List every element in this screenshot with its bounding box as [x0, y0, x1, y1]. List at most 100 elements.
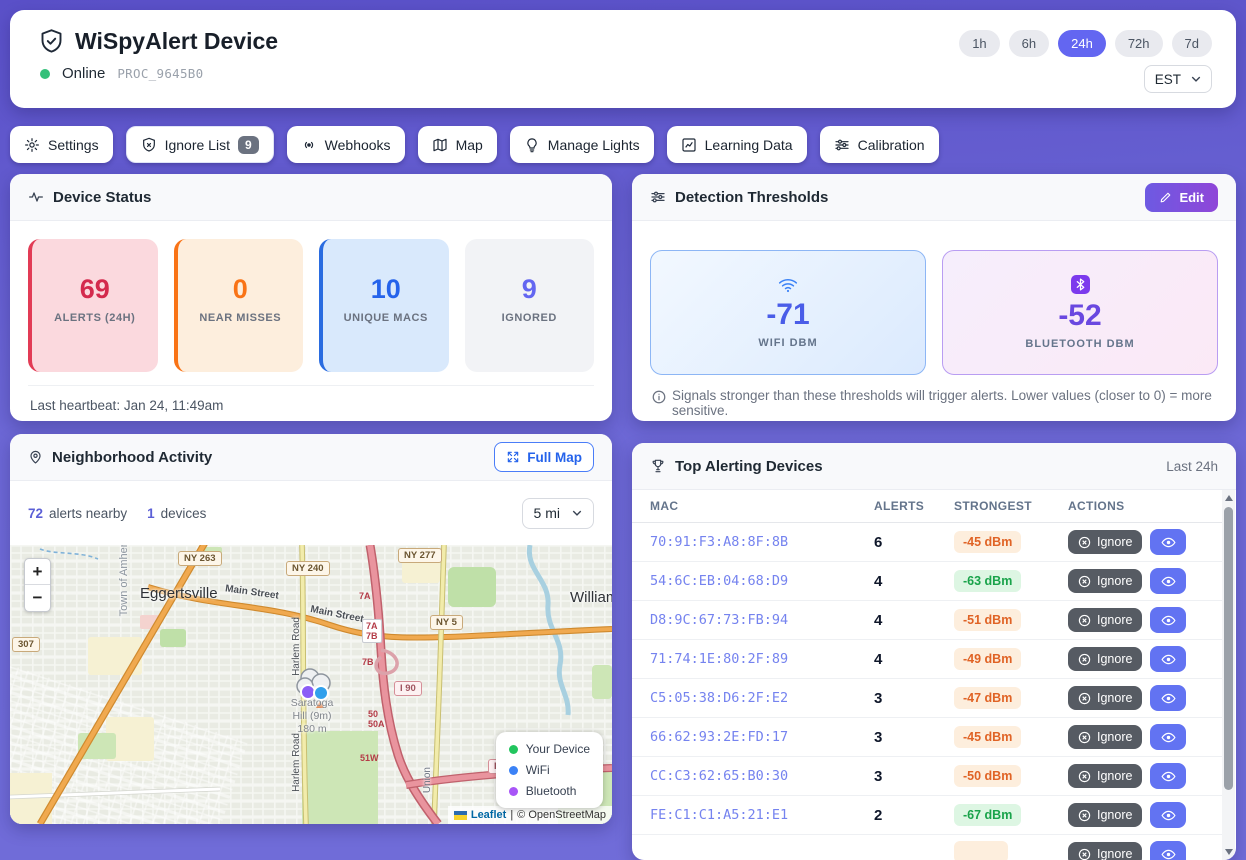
signal-badge: -47 dBm: [954, 687, 1022, 709]
time-range-1h[interactable]: 1h: [959, 30, 1000, 57]
sliders-icon: [651, 191, 665, 203]
alert-count: 3: [874, 689, 883, 707]
device-code: PROC_9645B0: [117, 66, 204, 81]
alerting-devices-table: MAC ALERTS STRONGEST ACTIONS 70:91:F3:A8…: [632, 490, 1236, 860]
table-row: 70:91:F3:A8:8F:8B 6 -45 dBm Ignore: [632, 523, 1222, 562]
activity-icon: [29, 192, 43, 202]
ignore-button[interactable]: Ignore: [1068, 647, 1143, 671]
eye-icon: [1161, 537, 1176, 547]
ignore-button[interactable]: Ignore: [1068, 608, 1143, 632]
signal-badge: -45 dBm: [954, 726, 1022, 748]
scroll-up-arrow[interactable]: [1224, 495, 1233, 501]
time-range-7d[interactable]: 7d: [1171, 30, 1212, 57]
ukraine-flag-icon: [453, 810, 467, 820]
pencil-icon: [1161, 192, 1171, 202]
circle-x-icon: [1078, 614, 1091, 626]
bluetooth-threshold-card[interactable]: -52 BLUETOOTH DBM: [942, 250, 1218, 375]
time-range-24h[interactable]: 24h: [1058, 30, 1106, 57]
stat-ignored: 9 IGNORED: [464, 239, 594, 372]
scroll-down-arrow[interactable]: [1224, 849, 1233, 855]
bluetooth-icon: [1070, 275, 1090, 294]
ignore-button[interactable]: Ignore: [1068, 530, 1143, 554]
broadcast-icon: [304, 141, 313, 148]
wifi-icon: [778, 278, 798, 292]
bluetooth-dot: [508, 786, 518, 796]
map-icon: [432, 138, 447, 151]
leaflet-map[interactable]: Eggertsville Williamsville Town of Amher…: [10, 545, 612, 824]
neighborhood-activity-panel: Neighborhood Activity Full Map 72 alerts…: [10, 434, 612, 824]
signal-badge: -63 dBm: [954, 570, 1022, 592]
map-attribution: Leaflet | © OpenStreetMap: [447, 806, 612, 824]
mac-address: 71:74:1E:80:2F:89: [650, 651, 789, 667]
map-zoom-control: + −: [24, 558, 51, 612]
time-range-72h[interactable]: 72h: [1114, 30, 1163, 57]
neighborhood-title: Neighborhood Activity: [52, 448, 213, 466]
circle-x-icon: [1078, 575, 1091, 587]
top-alerting-devices-panel: Top Alerting Devices Last 24h MAC ALERTS…: [632, 443, 1236, 860]
view-button[interactable]: [1150, 841, 1187, 860]
time-range-6h[interactable]: 6h: [1008, 30, 1050, 57]
signal-badge: -67 dBm: [954, 804, 1022, 826]
online-status-dot: [40, 68, 50, 79]
view-button[interactable]: [1150, 529, 1187, 555]
map-button[interactable]: Map: [417, 126, 497, 163]
ignore-button[interactable]: Ignore: [1068, 569, 1143, 593]
alert-count: 6: [874, 533, 883, 551]
ignore-count-badge: 9: [237, 135, 259, 154]
zoom-in-button[interactable]: +: [25, 559, 50, 585]
zoom-out-button[interactable]: −: [32, 588, 43, 607]
full-map-button[interactable]: Full Map: [494, 442, 594, 472]
trophy-icon: [652, 459, 664, 473]
wifi-threshold-card[interactable]: -71 WIFI DBM: [650, 250, 926, 375]
table-scrollbar[interactable]: [1222, 490, 1235, 860]
lightbulb-icon: [527, 137, 537, 152]
mac-address: 54:6C:EB:04:68:D9: [650, 573, 789, 589]
devices-count: 1: [147, 505, 155, 521]
ignore-button[interactable]: Ignore: [1068, 725, 1143, 749]
thresholds-title: Detection Thresholds: [675, 188, 829, 206]
device-status-title: Device Status: [53, 188, 152, 206]
stat-near-misses: 0 NEAR MISSES: [173, 239, 303, 372]
circle-x-icon: [1078, 731, 1091, 743]
ignore-button[interactable]: Ignore: [1068, 803, 1143, 827]
ignore-button[interactable]: Ignore: [1068, 842, 1143, 860]
view-button[interactable]: [1150, 607, 1187, 633]
nearby-summary: 72 alerts nearby 1 devices: [28, 505, 207, 521]
top-alerting-title: Top Alerting Devices: [675, 457, 823, 475]
view-button[interactable]: [1150, 802, 1187, 828]
device-status-panel: Device Status 69 ALERTS (24H) 0 NEAR MIS…: [10, 174, 612, 421]
view-button[interactable]: [1150, 724, 1187, 750]
timezone-select[interactable]: EST: [1143, 65, 1212, 93]
radius-select[interactable]: 5 mi: [521, 497, 594, 529]
leaflet-link[interactable]: Leaflet: [470, 809, 507, 821]
eye-icon: [1161, 732, 1176, 742]
view-button[interactable]: [1150, 685, 1187, 711]
scrollbar-thumb[interactable]: [1224, 507, 1233, 790]
stat-alerts: 69 ALERTS (24H): [28, 239, 158, 372]
alert-count: 4: [874, 572, 883, 590]
alert-count: 4: [874, 611, 883, 629]
alert-count: 3: [874, 728, 883, 746]
view-button[interactable]: [1150, 568, 1187, 594]
ignore-button[interactable]: Ignore: [1068, 686, 1143, 710]
eye-icon: [1161, 576, 1176, 586]
learning-data-button[interactable]: Learning Data: [666, 126, 807, 163]
webhooks-button[interactable]: Webhooks: [286, 126, 405, 163]
wifi-dot: [508, 765, 518, 775]
ignore-list-button[interactable]: Ignore List 9: [125, 126, 274, 163]
manage-lights-button[interactable]: Manage Lights: [509, 126, 654, 163]
edit-thresholds-button[interactable]: Edit: [1145, 182, 1218, 212]
view-button[interactable]: [1150, 646, 1187, 672]
circle-x-icon: [1078, 848, 1091, 860]
eye-icon: [1161, 771, 1176, 781]
calibration-button[interactable]: Calibration: [819, 126, 939, 163]
table-row: C5:05:38:D6:2F:E2 3 -47 dBm Ignore: [632, 679, 1222, 718]
mac-address: C5:05:38:D6:2F:E2: [650, 690, 789, 706]
mac-address: CC:C3:62:65:B0:30: [650, 768, 789, 784]
ignore-button[interactable]: Ignore: [1068, 764, 1143, 788]
header-card: WiSpyAlert Device Online PROC_9645B0 1h …: [10, 10, 1236, 108]
mac-address: FE:C1:C1:A5:21:E1: [650, 807, 789, 823]
page-title: WiSpyAlert Device: [75, 28, 279, 54]
settings-button[interactable]: Settings: [10, 126, 113, 163]
view-button[interactable]: [1150, 763, 1187, 789]
